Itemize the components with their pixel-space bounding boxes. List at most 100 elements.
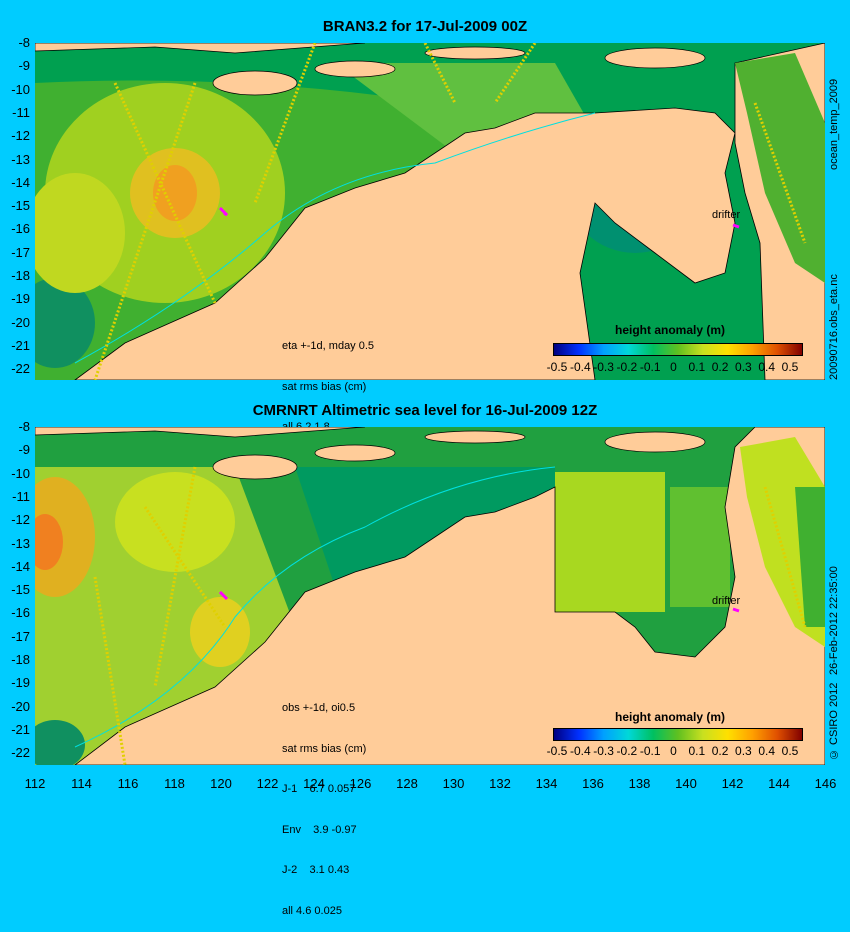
colorbar-title: height anomaly (m) [615,710,726,724]
satellite-track [113,82,217,304]
info-line: sat rms bias (cm) [282,380,367,393]
x-tick-label: 132 [489,776,511,791]
sea-patch [670,487,730,607]
y-tick-label: -17 [11,244,30,260]
x-tick-label: 144 [768,776,790,791]
top-map [35,43,825,380]
y-tick-label: -12 [11,512,30,528]
sea-patch [35,278,95,368]
info-line: J-2 3.1 0.43 [282,864,350,876]
land-north-islands [35,427,366,438]
y-tick-label: -9 [18,442,30,458]
info-line: obs +-1d, oi0.5 [282,702,356,714]
x-tick-label: 138 [628,776,651,791]
y-tick-label: -17 [11,628,30,644]
land-island [604,47,706,69]
sea-patch [190,597,250,667]
x-tick-label: 112 [24,776,46,791]
colorbar-tick: 0.3 [735,744,752,758]
sea-patch [735,53,825,283]
colorbar-tick: -0.5 [546,744,568,758]
colorbar-tick: -0.1 [639,744,661,758]
y-tick-label: -19 [11,291,30,307]
colorbar-tick: -0.3 [593,360,614,374]
y-tick-label: -21 [11,337,30,353]
land-island [212,454,298,480]
bottom-info-text: obs +-1d, oi0.5 sat rms bias (cm) J-1 6.… [282,675,366,932]
land-island [314,444,396,462]
y-tick-label: -13 [11,151,30,167]
land-island [212,70,298,96]
satellite-track [143,506,227,628]
satellite-track [253,43,317,204]
y-tick-label: -20 [11,698,30,714]
colorbar-tick: -0.5 [546,360,568,374]
colorbar-tick: -0.1 [639,360,661,374]
top-drifter-label: drifter [712,209,741,221]
drifter-track [732,223,740,229]
y-tick-label: -16 [11,605,30,621]
y-tick-label: -8 [18,35,30,50]
colorbar-tick: 0 [670,744,677,758]
y-tick-label: -10 [11,81,30,97]
colorbar-tick: -0.2 [616,360,638,374]
y-tick-label: -15 [11,582,30,598]
bottom-timestamp-label: 26-Feb-2012 22:35:00 [828,566,840,675]
y-tick-label: -16 [11,221,30,237]
sea-patch [795,487,825,627]
bottom-map-canvas [35,427,825,765]
top-file-label: 20090716.obs_eta.nc [828,274,840,380]
satellite-track [763,486,807,628]
land-island [424,430,526,444]
x-tick-label: 146 [814,776,837,791]
sea-patch [35,514,63,570]
y-tick-label: -13 [11,535,30,551]
y-tick-label: -8 [18,419,30,434]
colorbar-tick: 0.4 [758,360,776,374]
info-line: all 4.6 0.025 [282,904,342,917]
satellite-track [493,43,537,104]
drifter-track [732,607,740,613]
colorbar-tick: 0.5 [781,360,799,374]
x-tick-label: 128 [396,776,418,791]
colorbar-tick: 0.4 [758,744,776,758]
land-island [314,60,396,78]
top-side-label: ocean_temp_2009 [828,78,840,170]
y-tick-label: -14 [11,174,30,190]
satellite-track [423,43,457,104]
info-line: Env 3.9 -0.97 [282,823,357,836]
land-island [424,46,526,60]
colorbar-tick: 0 [670,360,677,374]
y-tick-label: -22 [11,361,30,377]
x-tick-label: 142 [721,776,744,791]
colorbar-gradient [553,728,803,741]
y-tick-label: -15 [11,198,30,214]
y-tick-label: -19 [11,675,30,691]
y-tick-label: -18 [11,652,30,667]
shelf-contour [74,112,596,364]
colorbar-tick: -0.3 [593,744,614,758]
y-tick-label: -22 [11,745,30,761]
y-tick-label: -12 [11,128,30,144]
drifter-track [218,206,229,217]
y-tick-label: -20 [11,314,30,330]
x-tick-label: 122 [256,776,279,791]
colorbar-gradient [553,343,803,356]
bottom-panel-title: CMRNRT Altimetric sea level for 16-Jul-2… [252,402,598,419]
y-tick-label: -9 [18,58,30,74]
colorbar-tick: 0.2 [711,744,729,758]
sea-patch [555,472,665,612]
satellite-track [753,102,807,244]
colorbar-tick: -0.2 [616,744,638,758]
colorbar-tick: -0.4 [569,360,591,374]
land-australia [74,107,736,380]
land-north-islands [35,43,366,54]
y-tick-label: -21 [11,721,30,737]
drifter-track [218,590,229,601]
sea-patch [115,472,235,572]
land-island [604,431,706,453]
x-tick-label: 130 [442,776,465,791]
x-tick-label: 124 [303,776,325,791]
x-tick-label: 120 [210,776,232,791]
colorbar-tick: 0.1 [688,360,706,374]
